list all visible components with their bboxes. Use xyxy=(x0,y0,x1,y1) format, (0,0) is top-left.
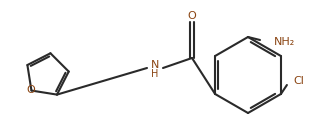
Text: O: O xyxy=(26,85,35,95)
Text: N: N xyxy=(151,60,159,70)
Text: Cl: Cl xyxy=(293,76,304,86)
Text: NH₂: NH₂ xyxy=(274,37,295,47)
Text: H: H xyxy=(151,69,159,79)
Text: O: O xyxy=(188,11,196,21)
